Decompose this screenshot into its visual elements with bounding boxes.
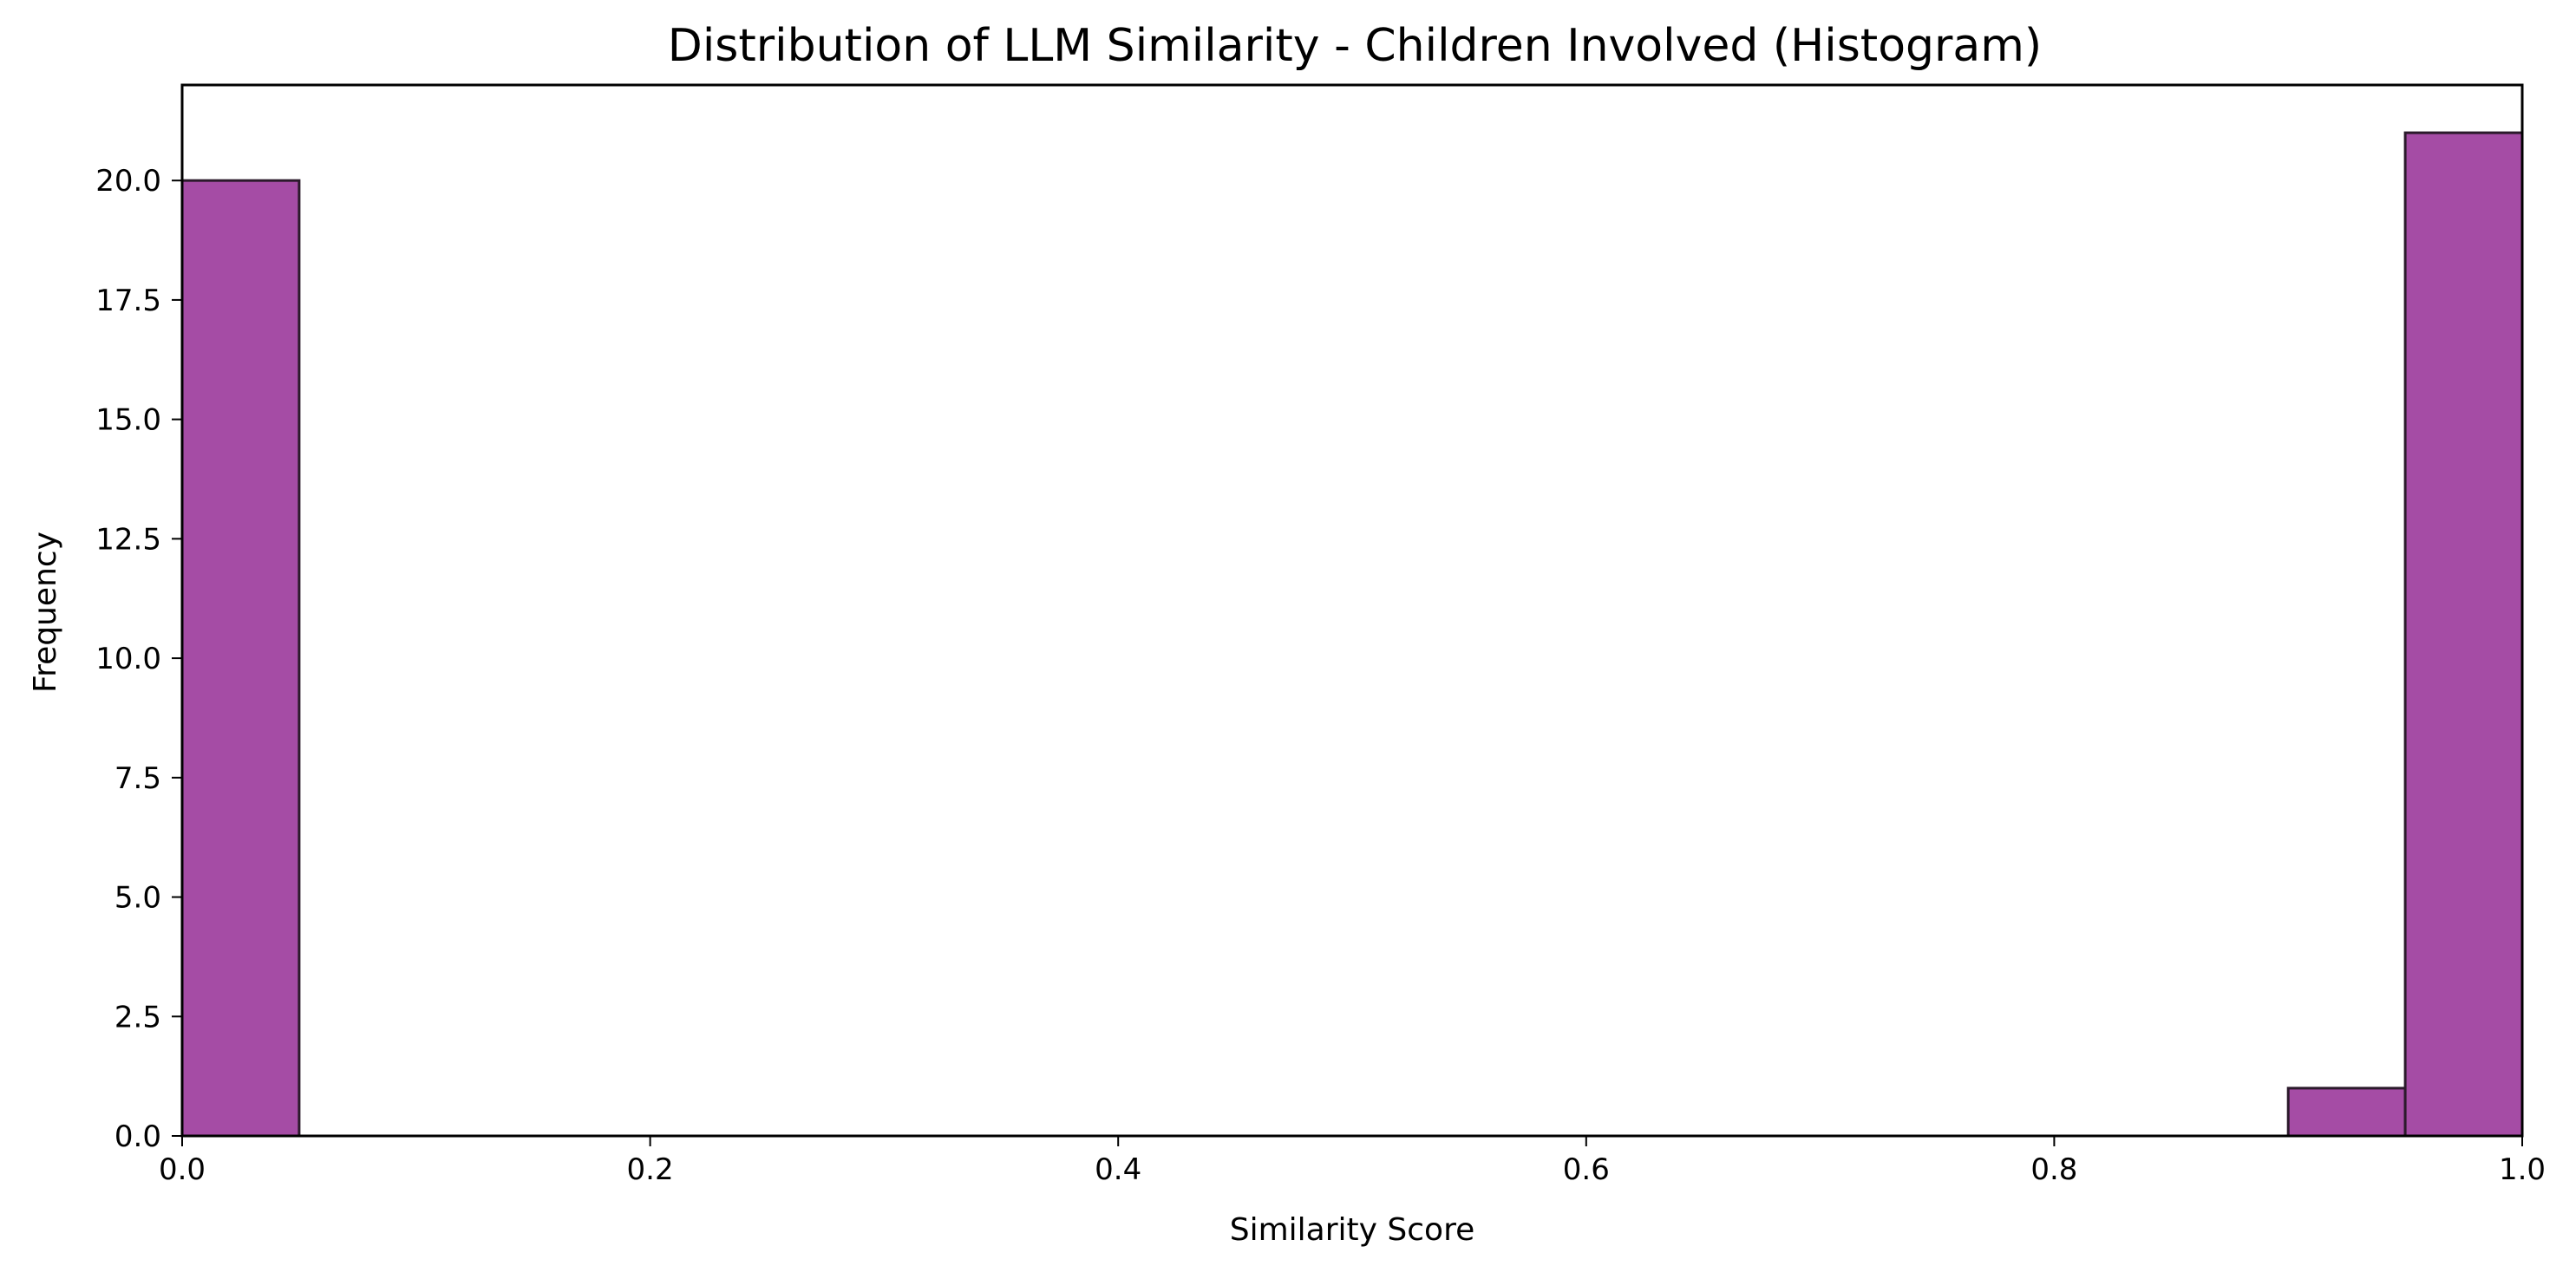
y-tick-label-2: 5.0 — [114, 881, 161, 916]
x-ticks-group: 0.0 0.2 0.4 0.6 0.8 1.0 — [159, 1136, 2546, 1187]
y-axis-label: Frequency — [28, 532, 63, 693]
y-tick-label-3: 7.5 — [114, 761, 161, 796]
y-tick-label-4: 10.0 — [95, 642, 161, 676]
bars-group — [180, 131, 2524, 1138]
x-tick-label-0: 0.0 — [159, 1152, 206, 1187]
y-tick-label-0: 0.0 — [114, 1119, 161, 1154]
y-tick-label-1: 2.5 — [114, 1000, 161, 1034]
x-tick-label-3: 0.6 — [1563, 1152, 1610, 1187]
chart-title: Distribution of LLM Similarity - Childre… — [668, 20, 2042, 72]
histogram-bar-0 — [180, 179, 301, 1138]
x-axis-label: Similarity Score — [1230, 1212, 1474, 1248]
x-tick-label-1: 0.2 — [627, 1152, 674, 1187]
y-ticks-group: 0.0 2.5 5.0 7.5 10.0 12.5 15.0 17.5 20.0 — [95, 164, 182, 1154]
plot-frame — [180, 83, 2524, 1138]
y-tick-label-5: 12.5 — [95, 522, 161, 557]
y-tick-label-6: 15.0 — [95, 403, 161, 438]
histogram-bar-2 — [2403, 131, 2524, 1138]
x-tick-label-5: 1.0 — [2499, 1152, 2546, 1187]
histogram-bar-1 — [2286, 1086, 2407, 1138]
y-tick-label-8: 20.0 — [95, 164, 161, 199]
x-tick-label-2: 0.4 — [1095, 1152, 1141, 1187]
x-tick-label-4: 0.8 — [2030, 1152, 2077, 1187]
y-tick-label-7: 17.5 — [95, 284, 161, 318]
